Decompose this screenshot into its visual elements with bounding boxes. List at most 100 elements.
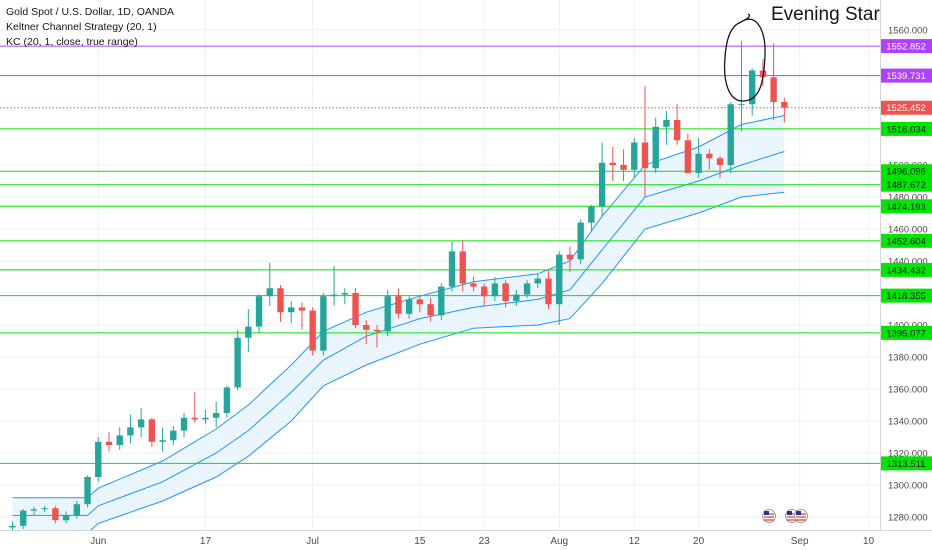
horizontal-levels[interactable] — [0, 45, 880, 464]
indicator-label[interactable]: KC (20, 1, close, true range) — [6, 36, 138, 48]
candle[interactable] — [598, 142, 606, 217]
candle[interactable] — [545, 270, 552, 309]
candle[interactable] — [73, 501, 81, 519]
candle[interactable] — [770, 43, 777, 121]
candle-body — [116, 435, 123, 445]
candle-body — [609, 162, 617, 165]
candle[interactable] — [427, 297, 434, 322]
candle[interactable] — [491, 277, 499, 301]
candle[interactable] — [588, 205, 595, 233]
candle[interactable] — [170, 425, 177, 445]
candle[interactable] — [30, 506, 38, 516]
candle[interactable] — [395, 288, 402, 319]
candle-body — [288, 307, 295, 313]
candle[interactable] — [255, 294, 263, 333]
candle[interactable] — [609, 147, 617, 181]
candle-body — [416, 299, 424, 305]
candle[interactable] — [341, 288, 349, 305]
symbol-title[interactable]: Gold Spot / U.S. Dollar, 1D, OANDA — [6, 6, 175, 18]
candle[interactable] — [384, 289, 391, 337]
candle[interactable] — [631, 138, 638, 178]
candle-body — [234, 337, 241, 388]
candle[interactable] — [556, 251, 563, 325]
candle[interactable] — [212, 401, 220, 428]
candle[interactable] — [523, 280, 531, 298]
candle[interactable] — [20, 509, 27, 529]
candle-body — [255, 296, 263, 327]
candle[interactable] — [266, 262, 273, 306]
candle[interactable] — [95, 437, 102, 482]
candle[interactable] — [223, 385, 231, 418]
candle[interactable] — [513, 289, 520, 306]
candles[interactable] — [9, 41, 788, 532]
y-tick-label: 1300.000 — [888, 481, 928, 492]
channel-middle-line[interactable] — [12, 151, 785, 516]
candle[interactable] — [781, 97, 788, 123]
candle[interactable] — [416, 294, 424, 313]
candle-body — [598, 162, 606, 207]
candle[interactable] — [534, 273, 541, 289]
y-tick-label: 1440.000 — [888, 257, 928, 268]
candle[interactable] — [127, 414, 134, 444]
candle[interactable] — [480, 283, 488, 306]
candle-body — [631, 142, 638, 170]
candle[interactable] — [652, 117, 659, 173]
candle[interactable] — [245, 309, 252, 353]
candle[interactable] — [105, 432, 113, 452]
candle[interactable] — [438, 283, 445, 321]
candle[interactable] — [352, 288, 359, 329]
candle[interactable] — [116, 427, 123, 450]
candle[interactable] — [706, 149, 713, 170]
candle[interactable] — [41, 505, 48, 513]
candle[interactable] — [738, 41, 745, 132]
candle[interactable] — [9, 521, 16, 532]
candle[interactable] — [620, 149, 627, 181]
candle[interactable] — [727, 102, 734, 173]
candle[interactable] — [641, 86, 649, 197]
candle[interactable] — [180, 413, 188, 437]
strategy-label[interactable]: Keltner Channel Strategy (20, 1) — [6, 21, 157, 33]
candle[interactable] — [363, 320, 370, 345]
candle[interactable] — [234, 329, 241, 391]
candle[interactable] — [148, 417, 156, 447]
candle-body — [716, 158, 724, 165]
candle[interactable] — [202, 409, 209, 425]
candle[interactable] — [748, 68, 756, 116]
candle[interactable] — [62, 511, 70, 524]
candle-body — [363, 325, 370, 330]
candle[interactable] — [663, 111, 670, 145]
candle-body — [781, 102, 788, 108]
candle[interactable] — [298, 302, 306, 330]
event-markers[interactable] — [762, 509, 808, 523]
candle-body — [212, 413, 220, 418]
candle[interactable] — [84, 475, 91, 508]
candle[interactable] — [309, 307, 316, 356]
candle[interactable] — [277, 285, 284, 322]
candle[interactable] — [191, 392, 198, 423]
candle[interactable] — [673, 104, 681, 145]
candle[interactable] — [502, 280, 509, 308]
candle[interactable] — [459, 240, 466, 292]
level-label-box — [881, 100, 932, 115]
time-axis[interactable] — [0, 530, 880, 550]
channel-lower-line[interactable] — [12, 191, 785, 534]
candle[interactable] — [470, 277, 477, 292]
x-tick-label: 17 — [200, 536, 212, 547]
candle-body — [523, 283, 531, 295]
candle[interactable] — [405, 296, 413, 319]
candle[interactable] — [52, 505, 59, 524]
candle[interactable] — [330, 265, 338, 306]
candle[interactable] — [448, 241, 456, 292]
candle[interactable] — [566, 246, 574, 273]
candle-body — [30, 509, 38, 511]
candle[interactable] — [137, 408, 145, 437]
candle[interactable] — [320, 293, 327, 356]
candle[interactable] — [577, 219, 584, 265]
candle[interactable] — [373, 325, 381, 348]
candle[interactable] — [695, 138, 702, 178]
candle[interactable] — [684, 133, 692, 174]
candle[interactable] — [159, 427, 166, 452]
candle[interactable] — [288, 301, 295, 324]
candle[interactable] — [716, 156, 724, 178]
